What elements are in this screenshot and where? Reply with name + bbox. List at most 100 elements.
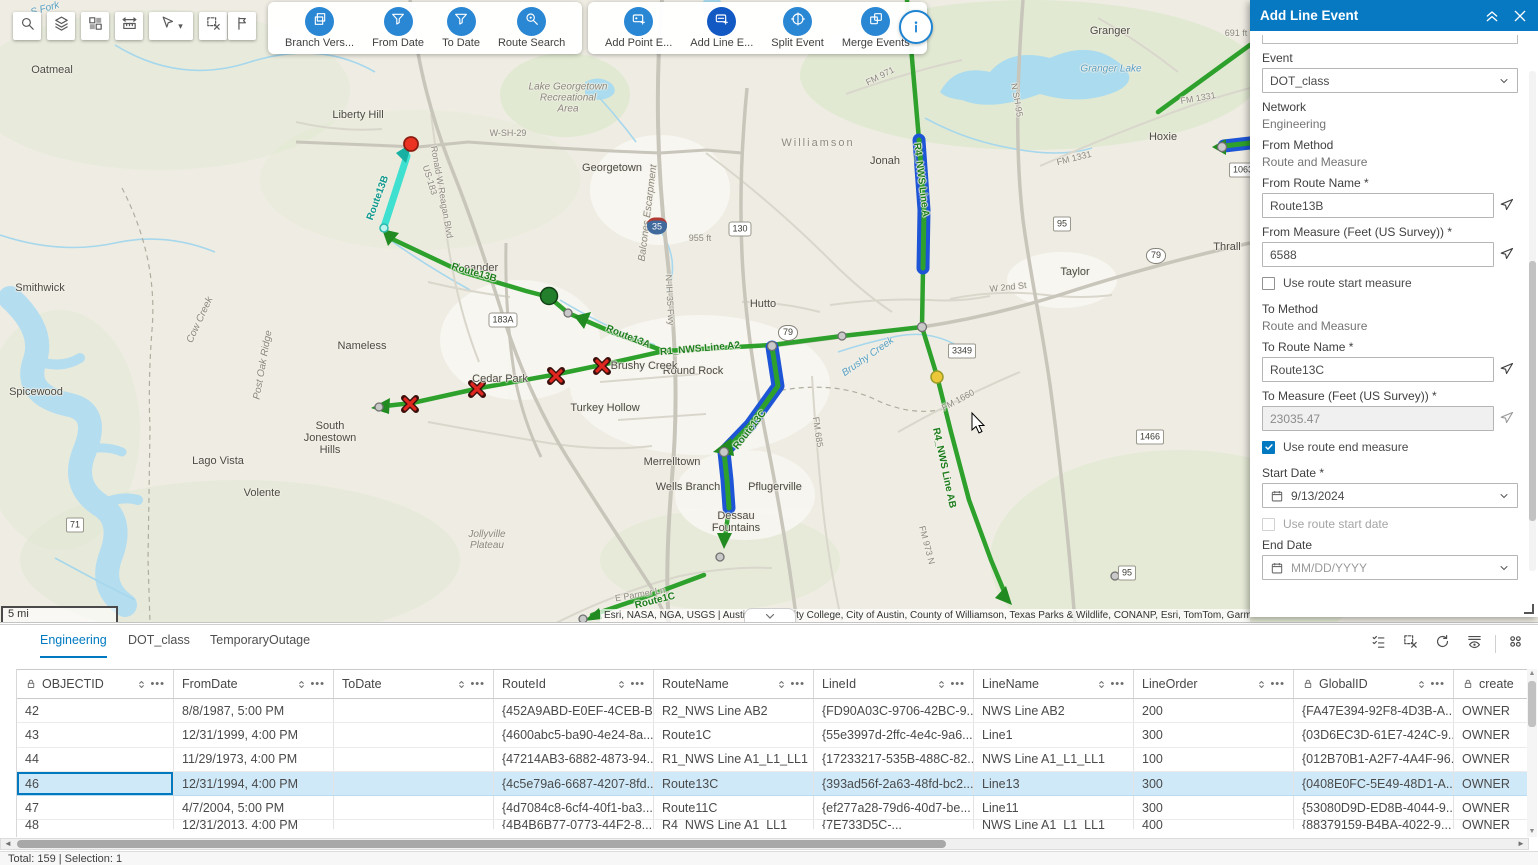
cell-globalid[interactable]: {03D6EC3D-61E7-424C-9... bbox=[1294, 723, 1454, 747]
cell-lineorder[interactable]: 400 bbox=[1134, 820, 1294, 830]
tab-dot_class[interactable]: DOT_class bbox=[128, 633, 190, 647]
cell-lineorder[interactable]: 300 bbox=[1134, 796, 1294, 820]
event-select[interactable]: DOT_class bbox=[1262, 68, 1518, 93]
column-menu-icon[interactable]: ••• bbox=[310, 678, 325, 690]
pick-to-route-icon[interactable] bbox=[1500, 361, 1518, 379]
cell-todate[interactable] bbox=[334, 723, 494, 747]
cell-routename[interactable]: R4_NWS Line A1_LL1 bbox=[654, 820, 814, 830]
pick-from-measure-icon[interactable] bbox=[1500, 246, 1518, 264]
to-measure-input[interactable] bbox=[1262, 406, 1494, 431]
basemap-tool-button[interactable] bbox=[81, 12, 109, 40]
cell-routename[interactable]: R2_NWS Line AB2 bbox=[654, 699, 814, 723]
toolbar-item-add-point-e[interactable]: Add Point E... bbox=[596, 7, 681, 49]
info-button[interactable] bbox=[899, 10, 933, 44]
sort-icon[interactable] bbox=[456, 678, 467, 691]
column-menu-icon[interactable]: ••• bbox=[1110, 678, 1125, 690]
cell-globalid[interactable]: {88379159-B4BA-4022-9... bbox=[1294, 820, 1454, 830]
toolbar-item-merge-events[interactable]: Merge Events bbox=[833, 7, 919, 49]
use-route-end-measure-checkbox[interactable]: Use route end measure bbox=[1262, 440, 1518, 454]
toolbar-item-to-date[interactable]: To Date bbox=[433, 7, 489, 49]
column-header-routename[interactable]: RouteName ••• bbox=[654, 670, 814, 698]
column-header-routeid[interactable]: RouteId ••• bbox=[494, 670, 654, 698]
cell-fromdate[interactable]: 12/31/1994, 4:00 PM bbox=[174, 771, 334, 796]
cell-routeid[interactable]: {452A9ABD-E0EF-4CEB-B... bbox=[494, 699, 654, 723]
cell-linename[interactable]: NWS Line A1_L1_LL1 bbox=[974, 747, 1134, 771]
table-vertical-scrollbar[interactable]: ▲ ▼ bbox=[1527, 669, 1537, 837]
toolbar-item-route-search[interactable]: Route Search bbox=[489, 7, 574, 49]
panel-scrollbar[interactable] bbox=[1529, 71, 1536, 571]
table-options-button[interactable] bbox=[1502, 631, 1528, 657]
cell-routeid[interactable]: {4B4B6B77-0773-44F2-8... bbox=[494, 820, 654, 830]
toolbar-item-branch-vers[interactable]: Branch Vers... bbox=[276, 7, 363, 49]
column-header-create[interactable]: create bbox=[1454, 670, 1529, 698]
cell-objectid[interactable]: 48 bbox=[17, 820, 174, 830]
tab-engineering[interactable]: Engineering bbox=[40, 633, 107, 658]
cell-create[interactable]: OWNER bbox=[1454, 772, 1529, 795]
panel-resize-handle[interactable] bbox=[1524, 604, 1534, 614]
column-menu-icon[interactable]: ••• bbox=[1270, 678, 1285, 690]
column-header-objectid[interactable]: OBJECTID ••• bbox=[17, 670, 174, 698]
cell-todate[interactable] bbox=[334, 747, 494, 771]
column-menu-icon[interactable]: ••• bbox=[470, 678, 485, 690]
tab-temporaryoutage[interactable]: TemporaryOutage bbox=[210, 633, 311, 647]
cell-create[interactable]: OWNER bbox=[1454, 699, 1529, 722]
measure-tool-button[interactable] bbox=[115, 12, 143, 40]
cell-globalid[interactable]: {53080D9D-ED8B-4044-9... bbox=[1294, 796, 1454, 820]
sort-icon[interactable] bbox=[296, 678, 307, 691]
sort-icon[interactable] bbox=[776, 678, 787, 691]
sort-icon[interactable] bbox=[1416, 678, 1427, 691]
clear-selection-tool-button[interactable] bbox=[199, 12, 227, 40]
cell-linename[interactable]: NWS Line AB2 bbox=[974, 699, 1134, 723]
cell-routename[interactable]: Route13C bbox=[654, 771, 814, 796]
sort-icon[interactable] bbox=[936, 678, 947, 691]
cell-lineid[interactable]: {ef277a28-79d6-40d7-be... bbox=[814, 796, 974, 820]
column-header-linename[interactable]: LineName ••• bbox=[974, 670, 1134, 698]
show-selected-records-button[interactable] bbox=[1365, 631, 1391, 657]
sort-icon[interactable] bbox=[136, 678, 147, 691]
cell-fromdate[interactable]: 4/7/2004, 5:00 PM bbox=[174, 796, 334, 820]
clear-selection-button[interactable] bbox=[1397, 631, 1423, 657]
cell-create[interactable]: OWNER bbox=[1454, 796, 1529, 819]
cell-fromdate[interactable]: 8/8/1987, 5:00 PM bbox=[174, 699, 334, 723]
toolbar-item-from-date[interactable]: From Date bbox=[363, 7, 433, 49]
column-header-globalid[interactable]: GlobalID ••• bbox=[1294, 670, 1454, 698]
use-route-start-date-checkbox[interactable]: Use route start date bbox=[1262, 517, 1518, 531]
close-panel-icon[interactable] bbox=[1512, 8, 1528, 24]
cell-lineorder[interactable]: 200 bbox=[1134, 699, 1294, 723]
cell-routeid[interactable]: {47214AB3-6882-4873-94... bbox=[494, 747, 654, 771]
cell-lineid[interactable]: {FD90A03C-9706-42BC-9... bbox=[814, 699, 974, 723]
column-header-lineorder[interactable]: LineOrder ••• bbox=[1134, 670, 1294, 698]
cell-lineid[interactable]: {17233217-535B-488C-82... bbox=[814, 747, 974, 771]
cell-routeid[interactable]: {4d7084c8-6cf4-40f1-ba3... bbox=[494, 796, 654, 820]
cell-globalid[interactable]: {FA47E394-92F8-4D3B-A... bbox=[1294, 699, 1454, 723]
cell-objectid[interactable]: 46 bbox=[17, 771, 174, 796]
to-route-name-input[interactable] bbox=[1262, 357, 1494, 382]
table-row-selected[interactable]: 46 12/31/1994, 4:00 PM {4c5e79a6-6687-4207… bbox=[17, 771, 1529, 797]
show-hide-columns-button[interactable] bbox=[1461, 631, 1487, 657]
toolbar-item-split-event[interactable]: Split Event bbox=[762, 7, 833, 49]
table-horizontal-scrollbar[interactable]: ◄ ► bbox=[0, 838, 1529, 850]
from-measure-input[interactable] bbox=[1262, 242, 1494, 267]
table-row[interactable]: 47 4/7/2004, 5:00 PM {4d7084c8-6cf4-40f1-b… bbox=[17, 796, 1529, 821]
map-collapse-chevron[interactable] bbox=[744, 608, 796, 622]
cell-routeid[interactable]: {4c5e79a6-6687-4207-8fd... bbox=[494, 771, 654, 796]
cell-linename[interactable]: Line11 bbox=[974, 796, 1134, 820]
cell-create[interactable]: OWNER bbox=[1454, 748, 1529, 771]
pick-from-route-icon[interactable] bbox=[1500, 197, 1518, 215]
cell-objectid[interactable]: 43 bbox=[17, 723, 174, 747]
cell-lineorder[interactable]: 300 bbox=[1134, 723, 1294, 747]
cell-objectid[interactable]: 47 bbox=[17, 796, 174, 820]
column-header-lineid[interactable]: LineId ••• bbox=[814, 670, 974, 698]
sort-icon[interactable] bbox=[1256, 678, 1267, 691]
column-header-todate[interactable]: ToDate ••• bbox=[334, 670, 494, 698]
cell-routename[interactable]: R1_NWS Line A1_L1_LL1 bbox=[654, 747, 814, 771]
cell-objectid[interactable]: 44 bbox=[17, 747, 174, 771]
table-row[interactable]: 44 11/29/1973, 4:00 PM {47214AB3-6882-4873… bbox=[17, 747, 1529, 772]
cell-linename[interactable]: Line13 bbox=[974, 771, 1134, 796]
end-date-input[interactable]: MM/DD/YYYY bbox=[1262, 555, 1518, 580]
from-route-name-input[interactable] bbox=[1262, 193, 1494, 218]
cell-create[interactable]: OWNER bbox=[1454, 723, 1529, 746]
cell-globalid[interactable]: {012B70B1-A2F7-4A4F-96... bbox=[1294, 747, 1454, 771]
cell-lineorder[interactable]: 300 bbox=[1134, 771, 1294, 796]
cell-lineid[interactable]: {55e3997d-2ffc-4e4c-9a6... bbox=[814, 723, 974, 747]
